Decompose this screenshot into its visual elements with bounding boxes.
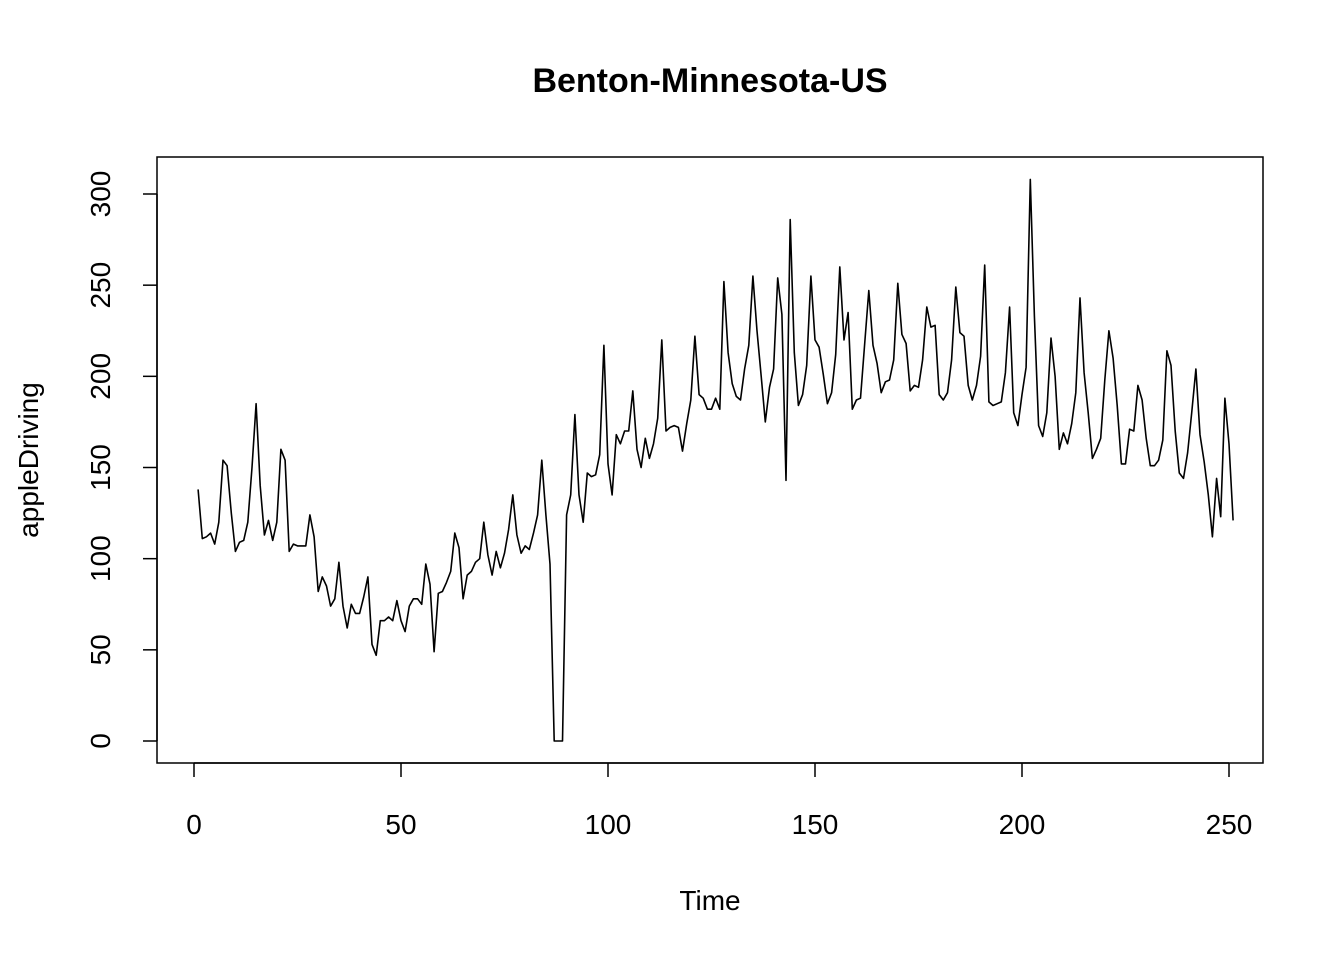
series-line: [197, 178, 1234, 742]
y-tick-label: 50: [85, 634, 116, 665]
y-tick-label: 0: [85, 733, 116, 749]
x-tick-label: 250: [1206, 809, 1253, 840]
x-tick-label: 100: [585, 809, 632, 840]
y-axis-label: appleDriving: [13, 382, 44, 538]
x-tick-label: 0: [186, 809, 202, 840]
plot-frame: [156, 156, 1264, 764]
y-tick-label: 200: [85, 353, 116, 400]
x-axis: 0 50 100 150 200 250: [186, 762, 1253, 840]
x-tick-label: 200: [999, 809, 1046, 840]
y-tick-label: 150: [85, 444, 116, 491]
x-axis-label: Time: [679, 885, 740, 916]
y-tick-label: 100: [85, 535, 116, 582]
y-tick-label: 250: [85, 262, 116, 309]
y-tick-label: 300: [85, 171, 116, 218]
x-tick-label: 150: [792, 809, 839, 840]
y-axis: 0 50 100 150 200 250 300: [85, 171, 158, 749]
chart-title: Benton-Minnesota-US: [532, 62, 887, 100]
x-tick-label: 50: [385, 809, 416, 840]
